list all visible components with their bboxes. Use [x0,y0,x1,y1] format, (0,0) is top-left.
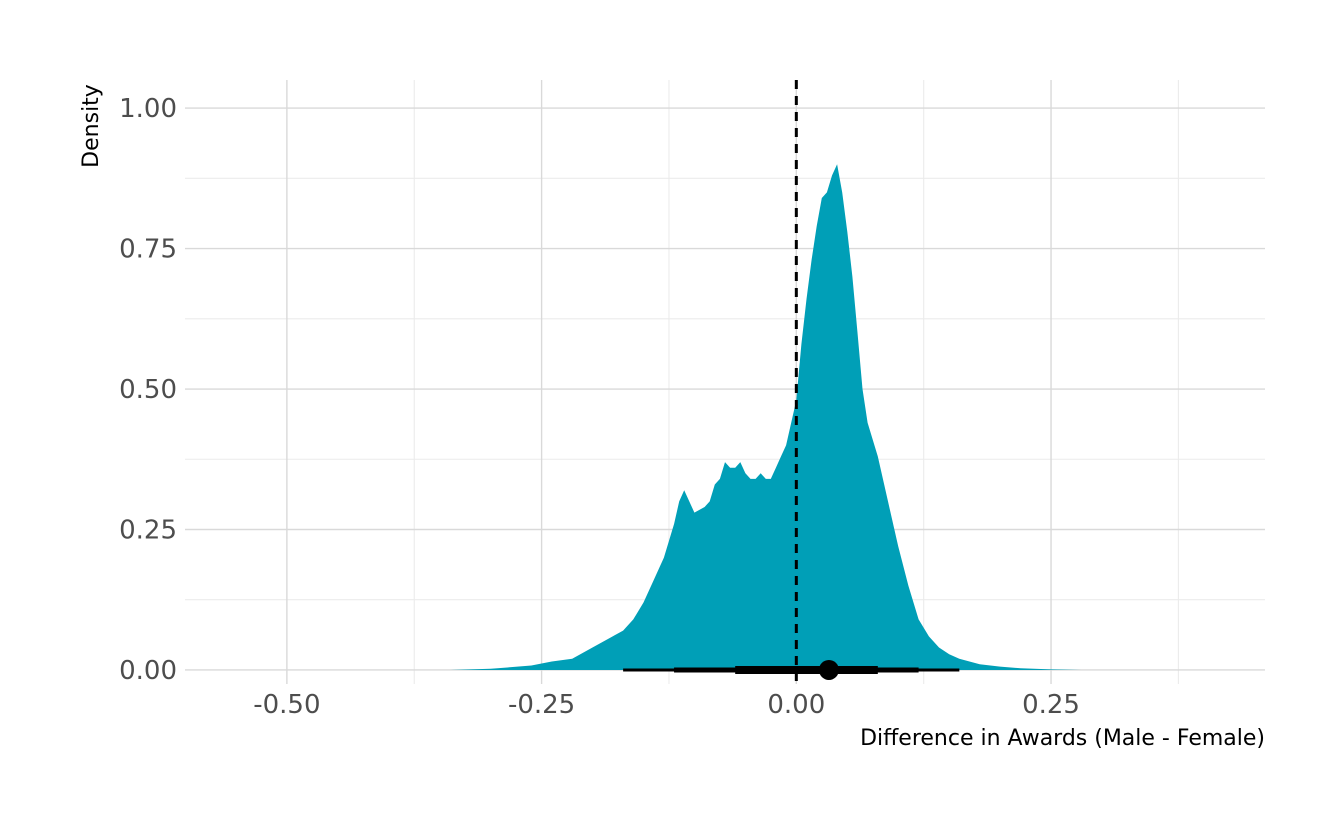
y-tick-label: 0.75 [119,235,177,265]
x-tick-label: 0.00 [767,690,825,720]
y-tick-label: 0.25 [119,515,177,545]
y-tick-label: 0.00 [119,656,177,686]
y-tick-label: 1.00 [119,94,177,124]
x-tick-label: 0.25 [1022,690,1080,720]
x-axis-title: Difference in Awards (Male - Female) [860,726,1265,751]
interval-summary [623,659,960,680]
y-axis-title: Density [79,84,104,168]
x-tick-label: -0.50 [253,690,320,720]
interval-point-estimate [818,659,839,680]
x-axis-tick-labels: -0.50 -0.25 0.00 0.25 [253,690,1080,720]
y-tick-label: 0.50 [119,375,177,405]
density-area [449,164,1164,671]
y-axis-tick-labels: 0.00 0.25 0.50 0.75 1.00 [119,94,177,686]
x-tick-label: -0.25 [508,690,575,720]
